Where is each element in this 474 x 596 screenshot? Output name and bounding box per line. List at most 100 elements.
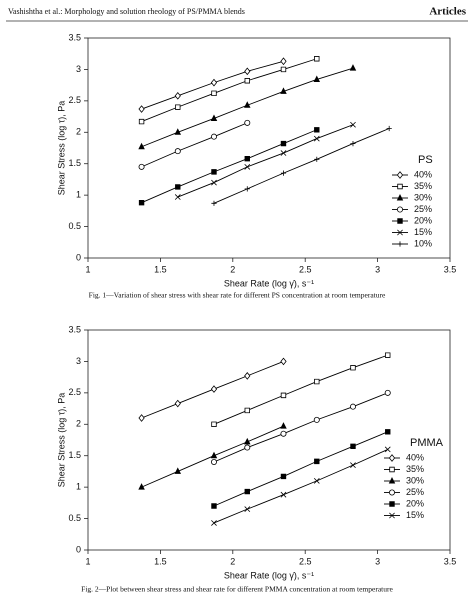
data-point bbox=[280, 473, 287, 480]
x-axis-label: Shear Rate (log γ̇), s⁻¹ bbox=[224, 278, 314, 288]
y-axis-label: Shear Stress (log τ), Pa bbox=[56, 101, 66, 196]
data-point bbox=[280, 57, 287, 66]
data-point bbox=[174, 148, 181, 155]
x-tick-label: 2.5 bbox=[299, 264, 312, 274]
data-point bbox=[313, 135, 320, 142]
data-point bbox=[210, 114, 218, 121]
data-point bbox=[138, 163, 145, 170]
data-point bbox=[244, 372, 251, 380]
plot-frame bbox=[87, 329, 451, 551]
data-point bbox=[244, 119, 251, 126]
data-point bbox=[280, 66, 287, 73]
data-point bbox=[384, 446, 391, 453]
data-point bbox=[350, 462, 356, 469]
data-point bbox=[349, 403, 356, 410]
data-point bbox=[211, 421, 217, 427]
legend-marker bbox=[396, 194, 404, 201]
legend-title: PMMA bbox=[410, 437, 444, 449]
x-tick-label: 3 bbox=[375, 264, 380, 274]
data-point bbox=[174, 467, 182, 474]
data-point bbox=[244, 155, 250, 162]
data-point bbox=[313, 75, 321, 82]
legend-label: 30% bbox=[414, 192, 432, 202]
data-point bbox=[386, 125, 392, 132]
legend-label: 15% bbox=[406, 510, 424, 520]
y-tick-label: 2.5 bbox=[68, 95, 81, 105]
data-point bbox=[138, 118, 145, 125]
legend-label: 15% bbox=[414, 227, 432, 237]
y-tick-label: 3 bbox=[76, 356, 81, 366]
y-axis-label: Shear Stress (log τ), Pa bbox=[56, 393, 66, 488]
data-point bbox=[314, 56, 320, 62]
data-point bbox=[175, 104, 181, 110]
data-point bbox=[211, 520, 217, 526]
data-point bbox=[314, 156, 320, 162]
legend-marker bbox=[389, 512, 395, 519]
legend-marker bbox=[397, 183, 403, 190]
data-point bbox=[280, 140, 287, 147]
x-tick-label: 2 bbox=[230, 264, 235, 274]
data-point bbox=[244, 488, 250, 495]
data-point bbox=[350, 141, 356, 147]
data-point bbox=[210, 385, 218, 393]
data-point bbox=[138, 105, 145, 113]
data-point bbox=[174, 128, 182, 135]
x-tick-label: 1.5 bbox=[154, 556, 167, 566]
y-tick-label: 1.5 bbox=[68, 450, 81, 460]
data-point bbox=[314, 378, 320, 385]
y-tick-label: 1 bbox=[76, 190, 81, 200]
data-point bbox=[175, 184, 181, 190]
data-point bbox=[211, 503, 217, 509]
x-tick-label: 1 bbox=[85, 556, 90, 566]
data-point bbox=[350, 365, 356, 371]
plot-frame bbox=[87, 37, 451, 259]
data-point bbox=[350, 121, 356, 128]
y-tick-label: 1 bbox=[76, 482, 81, 492]
x-tick-label: 3.5 bbox=[444, 264, 457, 274]
data-point bbox=[244, 163, 251, 170]
series-line bbox=[141, 129, 317, 204]
data-point bbox=[211, 90, 217, 97]
series-line bbox=[213, 431, 388, 507]
data-point bbox=[174, 399, 181, 408]
series-line bbox=[141, 122, 248, 168]
data-point bbox=[244, 101, 251, 108]
legend-label: 35% bbox=[406, 464, 424, 474]
data-point bbox=[350, 443, 356, 449]
data-point bbox=[280, 87, 287, 94]
legend-label: 20% bbox=[406, 498, 424, 508]
legend-marker bbox=[396, 206, 404, 213]
data-point bbox=[313, 477, 320, 484]
x-tick-label: 1.5 bbox=[154, 264, 167, 274]
data-point bbox=[210, 459, 217, 465]
legend-marker bbox=[389, 466, 395, 473]
legend-marker bbox=[389, 501, 395, 507]
figure-caption: Fig. 2—Plot between shear stress and she… bbox=[81, 585, 393, 594]
data-point bbox=[280, 422, 287, 429]
data-point bbox=[244, 78, 250, 84]
y-tick-label: 2.5 bbox=[68, 387, 81, 397]
data-point bbox=[244, 506, 251, 513]
data-point bbox=[210, 451, 218, 459]
data-point bbox=[244, 437, 251, 445]
legend-title: PS bbox=[418, 154, 433, 166]
data-point bbox=[280, 491, 287, 498]
data-point bbox=[349, 64, 357, 71]
legend-label: 30% bbox=[406, 475, 424, 485]
x-tick-label: 2 bbox=[230, 556, 235, 566]
data-point bbox=[211, 179, 217, 186]
y-tick-label: 2 bbox=[76, 127, 81, 137]
series-line bbox=[177, 124, 354, 198]
x-tick-label: 1 bbox=[85, 264, 90, 274]
legend-label: 40% bbox=[406, 452, 424, 462]
legend-marker bbox=[388, 454, 396, 462]
data-point bbox=[211, 169, 217, 175]
data-point bbox=[314, 127, 320, 133]
data-point bbox=[244, 444, 251, 451]
series-line bbox=[213, 128, 390, 204]
data-point bbox=[138, 199, 145, 206]
series-line bbox=[213, 449, 388, 524]
data-point bbox=[280, 150, 287, 156]
figure-caption: Fig. 1—Variation of shear stress with sh… bbox=[89, 291, 386, 300]
